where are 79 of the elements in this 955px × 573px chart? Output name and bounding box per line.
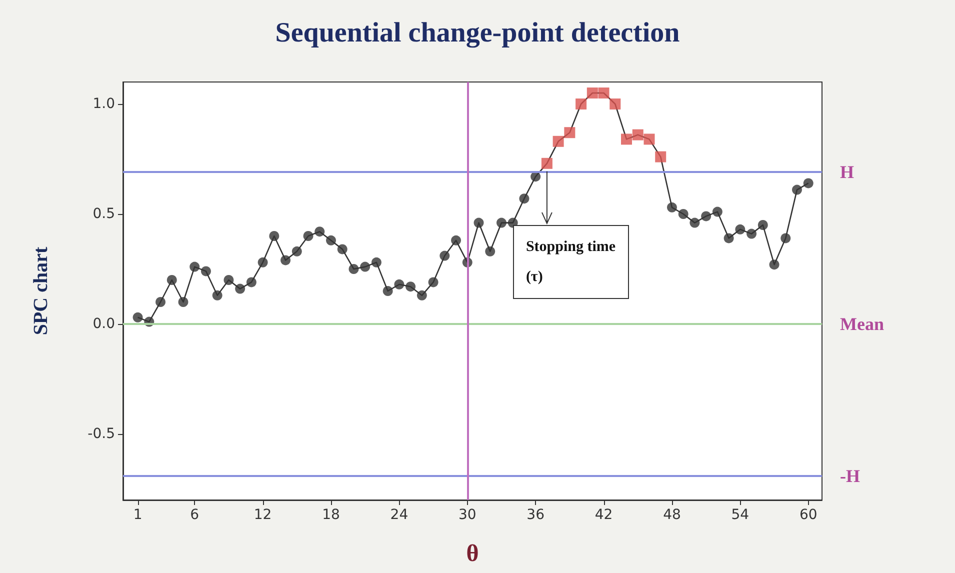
point xyxy=(712,206,722,217)
point xyxy=(792,184,802,195)
point xyxy=(621,134,632,145)
point xyxy=(258,257,268,268)
point xyxy=(769,260,780,270)
annotation: Stopping time (τ) xyxy=(512,225,629,300)
y-axis-title: SPC chart xyxy=(30,246,52,336)
x-tick-label: 60 xyxy=(799,507,818,523)
point xyxy=(485,246,496,256)
point xyxy=(235,284,246,294)
point xyxy=(156,297,166,307)
y-tick-label: 1.0 xyxy=(92,96,115,112)
x-axis-title: θ xyxy=(466,541,479,567)
point xyxy=(269,231,280,241)
point xyxy=(428,277,438,288)
point xyxy=(724,233,734,244)
x-tick-label: 36 xyxy=(526,507,545,523)
y-tick-label: 0.0 xyxy=(92,316,115,332)
point xyxy=(586,88,598,98)
point xyxy=(224,275,234,285)
point xyxy=(416,290,427,300)
point xyxy=(451,235,462,246)
point xyxy=(701,211,712,222)
point xyxy=(190,262,200,272)
ref-line-label: -H xyxy=(840,466,860,486)
point xyxy=(166,275,177,285)
x-tick-label: 42 xyxy=(594,507,613,523)
point xyxy=(496,218,506,228)
point xyxy=(598,88,610,98)
y-tick-label: 0.5 xyxy=(92,206,115,222)
point xyxy=(678,209,688,219)
point xyxy=(746,228,757,239)
point xyxy=(576,98,587,110)
point xyxy=(803,178,814,188)
x-tick-label: 6 xyxy=(190,507,200,523)
point xyxy=(655,151,666,162)
chart-title: Sequential change-point detection xyxy=(275,18,680,48)
ref-line-label: H xyxy=(840,162,854,182)
point xyxy=(644,134,655,145)
ref-line-label: Mean xyxy=(840,314,884,334)
point xyxy=(632,129,644,140)
point xyxy=(610,98,621,110)
point xyxy=(292,246,302,256)
point xyxy=(474,218,484,228)
point xyxy=(200,266,211,276)
point xyxy=(212,290,222,300)
x-tick-label: 30 xyxy=(458,507,476,523)
point xyxy=(360,262,370,272)
point xyxy=(552,136,564,147)
y-tick-label: -0.5 xyxy=(88,426,115,442)
point xyxy=(541,158,552,169)
point xyxy=(326,235,336,246)
point xyxy=(406,282,416,292)
point xyxy=(178,297,188,307)
point xyxy=(530,172,541,182)
point xyxy=(758,220,768,230)
point xyxy=(394,279,404,290)
x-tick-label: 12 xyxy=(254,507,272,523)
point xyxy=(337,244,348,254)
x-tick-label: 54 xyxy=(731,507,750,523)
point xyxy=(280,255,291,266)
point xyxy=(780,233,791,244)
point xyxy=(690,218,700,228)
point xyxy=(564,127,576,138)
point xyxy=(371,257,382,268)
point xyxy=(519,194,530,204)
point xyxy=(246,277,256,288)
point xyxy=(132,312,143,322)
point xyxy=(735,224,746,234)
x-tick-label: 48 xyxy=(663,507,681,523)
point xyxy=(666,202,677,212)
point xyxy=(440,250,450,261)
point xyxy=(303,231,314,241)
point xyxy=(314,226,325,237)
x-tick-label: 24 xyxy=(390,507,408,523)
x-tick-label: 18 xyxy=(322,507,340,523)
point xyxy=(382,286,393,296)
point xyxy=(348,264,359,274)
x-tick-label: 1 xyxy=(133,507,142,523)
